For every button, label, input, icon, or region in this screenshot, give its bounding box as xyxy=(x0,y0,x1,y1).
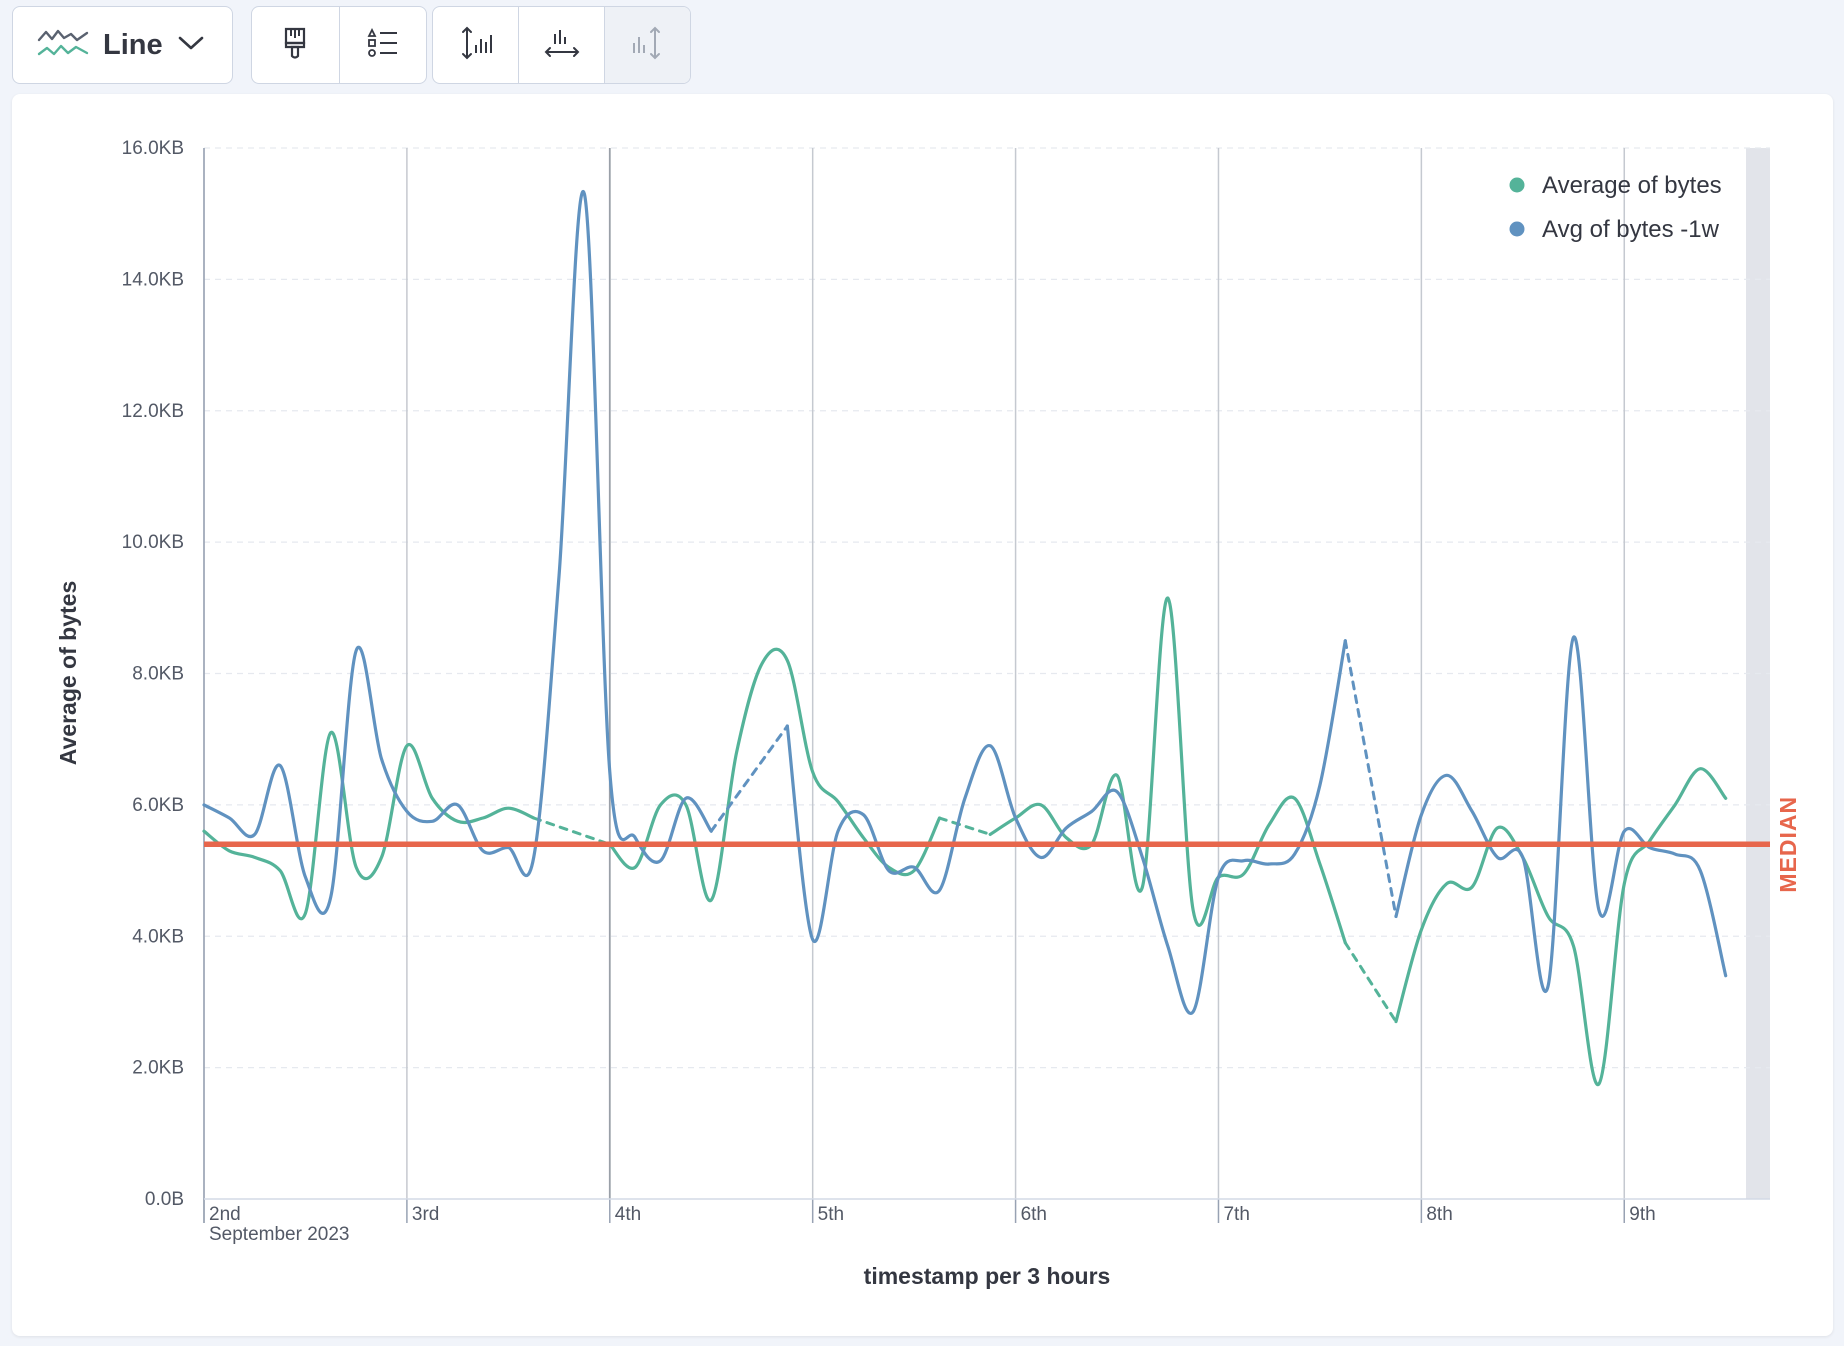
chart-type-button[interactable]: Line xyxy=(12,6,233,84)
y-tick-label: 2.0KB xyxy=(132,1058,184,1079)
chart-panel: 0.0B 2.0KB 4.0KB 6.0KB 8.0KB 10.0KB 12.0KB 14.0… xyxy=(12,94,1833,1336)
style-settings-group xyxy=(251,6,427,84)
right-axis-settings-icon xyxy=(631,25,665,66)
series-gap-connector xyxy=(532,816,612,846)
x-tick-label: 2nd xyxy=(209,1204,241,1225)
median-label: MEDIAN xyxy=(1775,796,1801,893)
series-gap-connector xyxy=(709,724,789,833)
legend: Average of bytes Avg of bytes -1w xyxy=(1509,172,1722,243)
legend-swatch xyxy=(1509,177,1525,193)
bottom-axis-button[interactable] xyxy=(519,7,605,83)
left-axis-button[interactable] xyxy=(433,7,519,83)
line-chart: 0.0B 2.0KB 4.0KB 6.0KB 8.0KB 10.0KB 12.0KB 14.0… xyxy=(55,138,1801,1289)
series-line-2 xyxy=(202,189,713,915)
y-tick-label: 0.0B xyxy=(145,1189,184,1210)
right-axis-button[interactable] xyxy=(605,7,690,83)
y-tick-label: 12.0KB xyxy=(122,401,184,422)
axis-settings-group xyxy=(432,6,691,84)
left-axis-settings-icon xyxy=(459,25,493,66)
legend-settings-icon xyxy=(366,27,400,64)
x-tick-label: 4th xyxy=(615,1204,641,1225)
y-tick-label: 10.0KB xyxy=(122,532,184,553)
reference-line-layer: MEDIAN xyxy=(204,796,1801,893)
legend-swatch xyxy=(1509,221,1525,237)
x-tick-label: 3rd xyxy=(412,1204,439,1225)
x-tick-label: 8th xyxy=(1426,1204,1452,1225)
series-line-2 xyxy=(785,639,1347,1016)
series-gap-connector xyxy=(1343,639,1398,919)
grid-layer xyxy=(203,147,1770,1199)
x-tick-label: 6th xyxy=(1021,1204,1047,1225)
series-gap-connector xyxy=(937,816,992,836)
series-line-1 xyxy=(988,596,1347,945)
x-tick-label: 9th xyxy=(1629,1204,1655,1225)
paintbrush-icon xyxy=(280,26,310,65)
y-tick-label: 4.0KB xyxy=(132,926,184,947)
x-tick-sublabel: September 2023 xyxy=(209,1224,350,1245)
bottom-axis-settings-icon xyxy=(543,26,581,65)
legend-label: Avg of bytes -1w xyxy=(1542,216,1720,243)
series-line-1 xyxy=(202,730,536,921)
chart-type-label: Line xyxy=(103,28,163,61)
series-layer xyxy=(202,189,1728,1086)
y-tick-label: 6.0KB xyxy=(132,795,184,816)
y-axis-title: Average of bytes xyxy=(55,581,81,766)
x-tick-label: 7th xyxy=(1223,1204,1249,1225)
series-line-2 xyxy=(1394,635,1728,993)
y-tick-label: 16.0KB xyxy=(122,138,184,159)
series-gap-connector xyxy=(1343,941,1398,1024)
legend-label: Average of bytes xyxy=(1542,172,1722,199)
y-tick-label: 8.0KB xyxy=(132,664,184,685)
series-line-1 xyxy=(1394,767,1728,1086)
line-chart-icon xyxy=(37,26,89,65)
legend-settings-button[interactable] xyxy=(340,7,427,83)
x-tick-label: 5th xyxy=(818,1204,844,1225)
axis-layer: 0.0B 2.0KB 4.0KB 6.0KB 8.0KB 10.0KB 12.0KB 14.0… xyxy=(122,138,1770,1245)
x-axis-title: timestamp per 3 hours xyxy=(864,1263,1111,1289)
chevron-down-icon xyxy=(177,33,205,58)
y-tick-label: 14.0KB xyxy=(122,269,184,290)
visual-options-button[interactable] xyxy=(252,7,340,83)
series-line-1 xyxy=(608,647,942,902)
